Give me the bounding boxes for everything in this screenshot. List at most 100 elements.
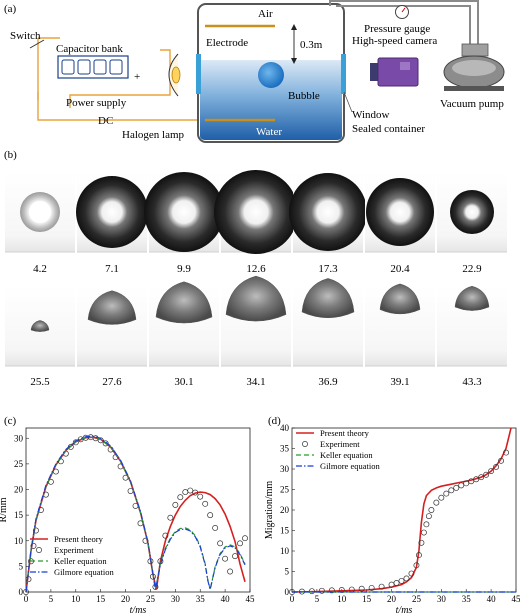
x-tick-label: 40: [221, 594, 231, 604]
data-point: [242, 535, 248, 542]
y-tick-label: 25: [280, 485, 290, 495]
switch-lever: [29, 39, 45, 49]
data-point: [463, 480, 470, 487]
data-point: [368, 584, 375, 591]
y-tick-label: 25: [14, 459, 24, 469]
vacuum-pump-label: Vacuum pump: [440, 98, 504, 110]
row-2-frame: 25.5: [5, 286, 75, 388]
frame-time-label: 34.1: [246, 376, 265, 388]
y-tick-label: 0: [285, 587, 290, 597]
data-point: [308, 588, 315, 595]
x-tick-label: 0: [290, 594, 295, 604]
bubble-image: [30, 320, 50, 332]
data-point: [493, 464, 500, 470]
bubble-icon: [258, 62, 284, 88]
panel-b: (b) 4.2 7.1 9.9 12.6 17.3 20.4 22.9 25.5 27.6 30…: [4, 149, 507, 388]
x-axis-label: t/ms: [130, 605, 147, 613]
bubble-image: [289, 173, 367, 251]
frame-time-label: 9.9: [177, 263, 191, 275]
data-point: [222, 555, 229, 562]
dc-label: DC: [98, 115, 113, 127]
data-point: [358, 585, 365, 592]
frame-time-label: 39.1: [390, 376, 409, 388]
data-point: [503, 449, 509, 456]
x-tick-label: 25: [412, 594, 422, 604]
bubble-image: [76, 176, 148, 248]
x-tick-label: 0: [24, 594, 29, 604]
data-point: [162, 532, 169, 539]
panel-c-chart: (c) 0 5 10 15 20 25 30 35 40 45 0 5 10 15 20 25 30 t/ms R/…: [0, 415, 255, 613]
y-tick-label: 35: [280, 444, 290, 454]
x-tick-label: 45: [246, 594, 256, 604]
x-tick-label: 25: [146, 594, 156, 604]
data-point: [438, 494, 445, 501]
data-point: [415, 552, 422, 559]
y-tick-label: 20: [280, 505, 290, 515]
data-point: [478, 474, 485, 481]
window-label: Window: [352, 109, 389, 121]
frame-time-label: 12.6: [246, 263, 266, 275]
legend-entry: Present theory: [54, 534, 104, 544]
row-2-frame: 27.6: [77, 286, 147, 388]
bubble-image: [155, 281, 213, 324]
data-point: [328, 587, 335, 594]
legend-entry: Gilmore equation: [54, 567, 114, 577]
data-point: [117, 463, 124, 470]
bubble-image: [87, 290, 137, 325]
data-point: [33, 527, 39, 534]
plot-area: [291, 427, 517, 593]
legend-entry: Present theory: [320, 428, 370, 438]
data-point: [227, 568, 234, 575]
data-point: [453, 484, 460, 491]
row-1-frame: 7.1: [76, 172, 148, 275]
vacuum-pipes: [329, 0, 479, 44]
row-1-frame: 9.9: [144, 172, 224, 275]
row-2-frame: 43.3: [437, 285, 507, 388]
panel-c-label: (c): [4, 415, 17, 427]
frame-time-label: 22.9: [462, 263, 482, 275]
y-tick-label: 10: [14, 536, 24, 546]
halogen-lamp-icon: [168, 53, 181, 97]
legend-entry: Keller equation: [54, 556, 107, 566]
data-point: [443, 490, 450, 497]
sealed-container: [196, 3, 346, 143]
legend-entry: Experiment: [54, 545, 94, 555]
row-2-frame: 30.1: [149, 281, 219, 388]
x-tick-label: 20: [387, 594, 397, 604]
data-point: [207, 512, 214, 519]
y-tick-label: 10: [280, 546, 290, 556]
frame-time-label: 43.3: [462, 376, 482, 388]
x-tick-label: 35: [462, 594, 472, 604]
y-axis-label: Migration/mm: [264, 481, 275, 540]
x-tick-label: 20: [121, 594, 131, 604]
x-tick-label: 30: [171, 594, 181, 604]
data-point: [428, 507, 435, 513]
panel-b-label: (b): [4, 149, 17, 161]
high-speed-camera-icon: [370, 57, 419, 87]
switch-label: Switch: [10, 30, 41, 42]
data-point: [448, 487, 455, 494]
data-point: [393, 580, 400, 586]
data-point: [25, 576, 32, 583]
vacuum-pump-icon: [443, 43, 505, 91]
x-tick-label: 10: [337, 594, 347, 604]
y-tick-label: 30: [280, 464, 290, 474]
data-point: [498, 457, 505, 464]
data-point: [403, 575, 410, 582]
legend-entry: Keller equation: [320, 450, 373, 460]
x-tick-label: 45: [512, 594, 520, 604]
data-point: [187, 487, 194, 494]
data-point: [398, 577, 405, 584]
row-2-frame: 34.1: [221, 275, 291, 388]
high-speed-camera-label: High-speed camera: [352, 35, 437, 47]
x-tick-label: 10: [71, 594, 81, 604]
x-tick-label: 30: [437, 594, 447, 604]
x-axis-label: t/ms: [396, 605, 413, 613]
capacitor-bank-label: Capacitor bank: [56, 43, 123, 55]
x-tick-label: 5: [49, 594, 54, 604]
data-point: [418, 539, 425, 546]
data-point: [468, 478, 475, 485]
